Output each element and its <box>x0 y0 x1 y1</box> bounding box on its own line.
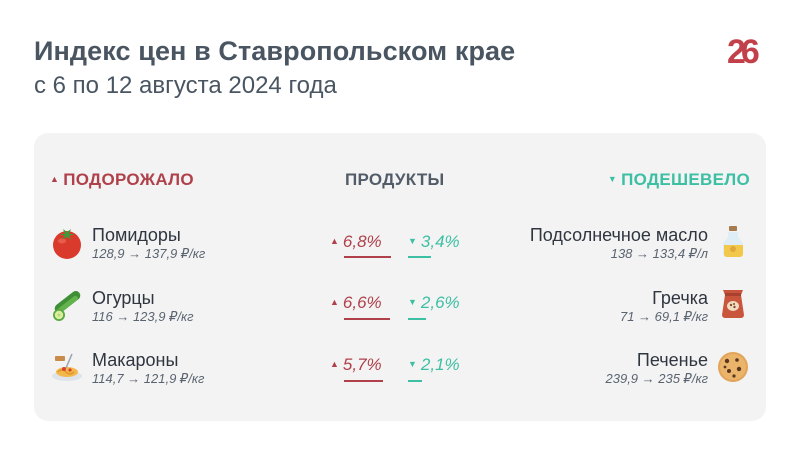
triangle-up-icon: ▲ <box>50 174 60 184</box>
price-rise-value: ▲ 6,8% <box>330 232 382 251</box>
fall-bar <box>408 318 426 320</box>
product-price: 114,7 → 121,9 ₽/кг <box>92 371 205 386</box>
cucumber-icon <box>53 291 81 321</box>
price-fall-value: ▼ 3,4% <box>408 232 460 251</box>
fall-bar <box>408 380 422 382</box>
product-name: Подсолнечное масло <box>529 225 708 245</box>
price-rise-value: ▲ 6,6% <box>330 293 382 312</box>
cookie-icon <box>718 352 748 382</box>
product-name: Гречка <box>652 288 708 308</box>
product-price: 138 → 133,4 ₽/л <box>610 246 708 261</box>
fall-bar <box>408 256 431 258</box>
price-rise-value: ▲ 5,7% <box>330 355 382 374</box>
product-name: Печенье <box>636 350 708 370</box>
column-header-down: ▼ ПОДЕШЕВЕЛО <box>607 170 750 189</box>
price-fall-value: ▼ 2,1% <box>408 355 460 374</box>
price-index-card <box>34 133 766 421</box>
page-title: Индекс цен в Ставропольском крае <box>34 36 516 66</box>
product-name: Помидоры <box>92 225 181 245</box>
product-price: 239,9 → 235 ₽/кг <box>605 371 709 386</box>
logo-26-icon: 26 <box>727 33 764 70</box>
oil-bottle-icon <box>723 226 743 257</box>
buckwheat-bag-icon <box>722 290 744 318</box>
rise-bar <box>344 256 391 258</box>
column-header-products: ПРОДУКТЫ <box>345 170 445 189</box>
product-price: 116 → 123,9 ₽/кг <box>92 309 194 324</box>
product-name: Макароны <box>92 350 179 370</box>
svg-text:26: 26 <box>727 33 759 70</box>
triangle-down-icon: ▼ <box>607 174 618 184</box>
page-subtitle: с 6 по 12 августа 2024 года <box>34 72 337 99</box>
product-name: Огурцы <box>92 288 155 308</box>
product-price: 128,9 → 137,9 ₽/кг <box>92 246 206 261</box>
product-price: 71 → 69,1 ₽/кг <box>619 309 708 324</box>
price-fall-value: ▼ 2,6% <box>408 293 460 312</box>
pasta-icon <box>52 353 82 381</box>
rise-bar <box>344 380 383 382</box>
column-header-up: ▲ ПОДОРОЖАЛО <box>50 170 194 189</box>
tomato-icon <box>53 229 81 259</box>
rise-bar <box>344 318 390 320</box>
